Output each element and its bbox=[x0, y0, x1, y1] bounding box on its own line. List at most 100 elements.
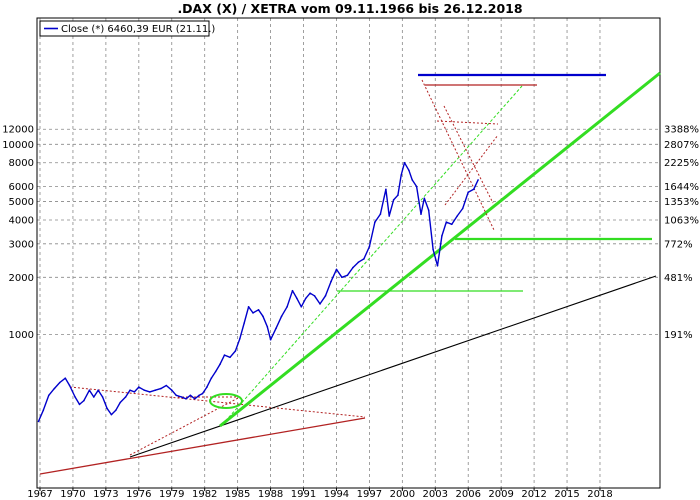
series-point bbox=[420, 213, 422, 215]
series-point bbox=[262, 315, 264, 318]
x-tick-label: 1997 bbox=[357, 489, 382, 500]
series-point bbox=[472, 188, 475, 191]
x-axis-ticks: 1967 1970 1973 1976 1979 1982 1985 1988 1991 1994… bbox=[27, 488, 613, 500]
series-point bbox=[243, 322, 245, 324]
series-point bbox=[467, 191, 470, 193]
y-tick-label-right: 772% bbox=[664, 239, 693, 250]
series-point bbox=[436, 265, 439, 267]
series-point bbox=[266, 325, 269, 328]
y-tick-label-left: 1000 bbox=[9, 330, 34, 341]
series-point bbox=[257, 309, 260, 311]
series-point bbox=[214, 370, 217, 373]
series-point bbox=[106, 407, 108, 410]
series-point bbox=[379, 213, 382, 215]
series-point bbox=[133, 391, 136, 393]
series-point bbox=[124, 396, 127, 398]
series-point bbox=[296, 297, 298, 300]
series-point bbox=[180, 396, 183, 398]
series-point bbox=[441, 235, 443, 237]
y-tick-label-right: 1644% bbox=[664, 182, 699, 193]
chart-title: .DAX (X) / XETRA vom 09.11.1966 bis 26.1… bbox=[177, 1, 522, 16]
y-tick-label-left: 2000 bbox=[9, 273, 34, 284]
series-point bbox=[175, 394, 177, 397]
x-tick-label: 2012 bbox=[521, 489, 546, 500]
x-tick-label: 2000 bbox=[390, 489, 415, 500]
series-point bbox=[97, 389, 99, 392]
plot-frame bbox=[36, 17, 661, 489]
series-point bbox=[374, 221, 376, 223]
series-point bbox=[210, 377, 213, 380]
x-tick-label: 2015 bbox=[554, 489, 579, 500]
series-point bbox=[341, 276, 343, 279]
series-point bbox=[304, 297, 307, 300]
series-point bbox=[477, 179, 479, 181]
series-point bbox=[400, 174, 403, 176]
series-point bbox=[64, 377, 67, 380]
series-point bbox=[154, 389, 157, 392]
series-point bbox=[461, 207, 464, 210]
series-point bbox=[206, 386, 208, 388]
series-point bbox=[165, 384, 168, 387]
trend-line-red-dotted-lower bbox=[129, 396, 241, 456]
y-tick-label-right: 481% bbox=[664, 273, 693, 284]
series-point bbox=[319, 303, 321, 305]
y-tick-label-right: 1353% bbox=[664, 197, 699, 208]
trend-line-red-dotted-upper bbox=[69, 386, 366, 418]
series-point bbox=[78, 403, 81, 406]
series-point bbox=[119, 401, 121, 404]
series-point bbox=[74, 396, 76, 398]
series-point bbox=[403, 161, 406, 164]
series-point bbox=[171, 389, 173, 392]
series-point bbox=[411, 179, 414, 181]
series-point bbox=[160, 387, 162, 390]
y-tick-label-left: 10000 bbox=[2, 140, 34, 151]
series-point bbox=[138, 386, 140, 388]
series-point bbox=[101, 396, 104, 398]
series-point bbox=[93, 396, 95, 398]
series-point bbox=[115, 409, 117, 412]
series-point bbox=[363, 258, 365, 260]
series-point bbox=[451, 223, 453, 226]
series-point bbox=[456, 215, 459, 217]
series-point bbox=[269, 338, 272, 341]
y-tick-label-right: 191% bbox=[664, 330, 693, 341]
y-axis-right-ticks: 3388% 2807% 2225% 1644% 1353% 1063% 772% 481% 19… bbox=[664, 125, 699, 341]
series-point bbox=[229, 356, 231, 359]
series-point bbox=[415, 185, 418, 188]
y-tick-label-right: 2225% bbox=[664, 158, 699, 169]
trend-line-black bbox=[129, 275, 657, 458]
x-tick-label: 2006 bbox=[455, 489, 480, 500]
series-point bbox=[194, 398, 196, 400]
series-point bbox=[143, 389, 146, 392]
series-point bbox=[330, 280, 332, 283]
x-tick-label: 2018 bbox=[587, 489, 612, 500]
series-point bbox=[88, 389, 91, 392]
x-tick-label: 1976 bbox=[126, 489, 151, 500]
series-point bbox=[68, 384, 71, 387]
series-point bbox=[201, 392, 204, 395]
breakout-ellipse-marker bbox=[209, 393, 243, 409]
series-point bbox=[291, 289, 294, 292]
series-point bbox=[185, 398, 187, 400]
series-point bbox=[275, 327, 277, 330]
y-tick-label-left: 6000 bbox=[9, 182, 34, 193]
legend: Close (*) 6460,39 EUR (21.11.) bbox=[39, 20, 215, 37]
x-tick-label: 1970 bbox=[60, 489, 85, 500]
series-point bbox=[234, 350, 237, 352]
series-point bbox=[239, 338, 241, 340]
series-point bbox=[300, 306, 303, 308]
series-point bbox=[445, 221, 448, 223]
series-point bbox=[252, 312, 254, 314]
legend-box bbox=[39, 20, 210, 37]
x-tick-label: 1985 bbox=[225, 489, 250, 500]
x-tick-label: 1967 bbox=[27, 489, 52, 500]
y-tick-label-right: 2807% bbox=[664, 140, 699, 151]
series-point bbox=[223, 354, 226, 356]
series-point bbox=[286, 306, 288, 308]
series-point bbox=[309, 292, 311, 295]
series-point bbox=[427, 209, 430, 212]
y-tick-label-left: 12000 bbox=[2, 125, 34, 136]
x-tick-label: 1994 bbox=[324, 489, 349, 500]
